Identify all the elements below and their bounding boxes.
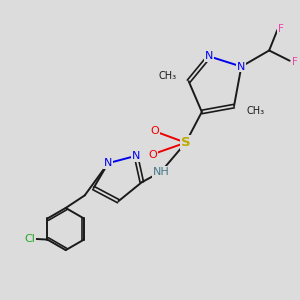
Text: CH₃: CH₃ [246, 106, 264, 116]
Text: O: O [150, 126, 159, 136]
Text: NH: NH [152, 167, 169, 177]
Text: N: N [104, 158, 112, 168]
Text: N: N [132, 151, 140, 161]
Text: Cl: Cl [25, 234, 35, 244]
Text: N: N [237, 61, 245, 72]
Text: N: N [205, 51, 213, 61]
Text: S: S [181, 136, 190, 149]
Text: O: O [148, 150, 157, 160]
Text: F: F [278, 23, 284, 34]
Text: CH₃: CH₃ [158, 71, 176, 81]
Text: F: F [292, 57, 298, 67]
